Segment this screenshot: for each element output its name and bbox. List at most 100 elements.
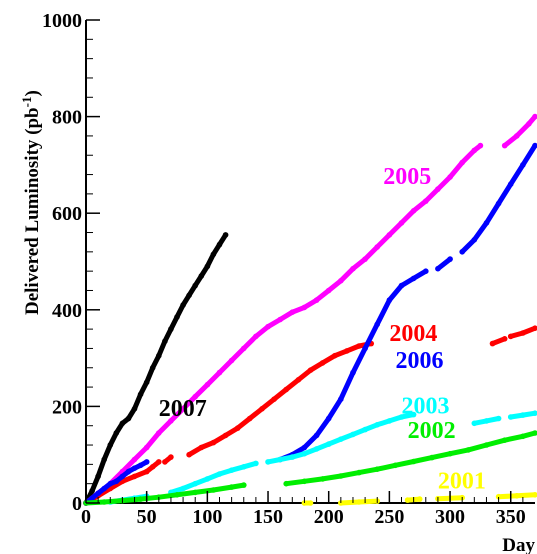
data-point-2007	[216, 241, 223, 248]
data-point-2007	[162, 338, 168, 345]
y-axis-title-close: )	[22, 90, 43, 96]
data-point-2005	[471, 147, 478, 154]
y-axis-title-sup: -1	[19, 97, 34, 108]
data-point-2004	[271, 396, 277, 403]
data-point-2007	[95, 473, 101, 480]
series-2006	[83, 142, 537, 506]
data-point-2005	[423, 198, 429, 204]
series-2002	[83, 430, 537, 506]
data-point-2005	[192, 393, 198, 400]
data-point-2003	[362, 426, 368, 433]
y-tick-label: 0	[72, 493, 82, 515]
series-2005	[83, 113, 537, 506]
data-point-2006	[362, 345, 368, 352]
data-point-2002	[483, 442, 490, 448]
y-tick-label: 800	[52, 107, 82, 129]
y-tick-label: 1000	[42, 10, 82, 32]
data-point-2004	[507, 333, 514, 340]
data-point-2002	[283, 480, 290, 487]
data-point-2007	[131, 406, 138, 412]
data-point-2006	[374, 321, 381, 328]
data-point-2006	[137, 462, 144, 469]
data-point-2003	[483, 418, 490, 424]
data-point-2005	[386, 232, 393, 238]
data-point-2003	[374, 422, 381, 428]
data-point-2006	[483, 220, 490, 226]
data-point-2003	[398, 414, 405, 420]
data-point-2004	[198, 444, 205, 451]
data-point-2003	[289, 454, 296, 460]
data-point-2003	[350, 431, 356, 438]
data-point-2004	[489, 340, 496, 347]
data-point-2007	[143, 379, 150, 386]
data-point-2002	[429, 454, 435, 461]
data-point-2004	[234, 425, 241, 431]
data-point-2004	[283, 386, 290, 393]
data-point-2005	[350, 265, 356, 272]
x-tick-label: 100	[192, 506, 222, 528]
data-point-2002	[465, 447, 472, 453]
data-point-2003	[301, 450, 308, 457]
data-point-2005	[253, 333, 259, 340]
data-point-2005	[532, 113, 537, 120]
data-point-2005	[362, 256, 368, 262]
data-point-2005	[526, 121, 532, 127]
series-segment-2002	[83, 482, 247, 506]
data-point-2006	[386, 297, 393, 303]
series-label-2005: 2005	[383, 164, 431, 190]
data-point-2003	[325, 441, 332, 447]
series-label-2003: 2003	[402, 394, 450, 420]
x-tick-label: 300	[435, 506, 465, 528]
data-point-2001	[307, 500, 314, 506]
data-point-2005	[204, 381, 211, 388]
x-tick-label: 200	[314, 506, 344, 528]
data-point-2002	[532, 430, 537, 436]
data-point-2002	[192, 489, 198, 496]
data-point-2006	[398, 282, 405, 289]
series-label-2002: 2002	[408, 418, 456, 444]
data-point-2003	[313, 446, 320, 452]
data-point-2002	[392, 462, 399, 469]
data-point-2003	[507, 414, 514, 420]
data-point-2004	[143, 468, 150, 475]
data-point-2007	[119, 420, 126, 427]
data-point-2006	[119, 473, 126, 480]
data-point-2007	[89, 488, 95, 494]
data-point-2005	[435, 186, 441, 192]
data-point-2005	[180, 406, 186, 412]
x-tick-label: 250	[374, 506, 404, 528]
data-point-2005	[447, 174, 453, 180]
data-point-2003	[471, 420, 478, 427]
data-point-2005	[277, 316, 284, 323]
data-point-2006	[435, 265, 441, 272]
data-point-2003	[532, 410, 537, 416]
data-point-2006	[301, 444, 308, 451]
data-point-2002	[241, 482, 247, 488]
data-point-2005	[514, 133, 520, 139]
data-point-2001	[532, 492, 537, 498]
data-point-2001	[404, 497, 411, 503]
data-point-2005	[477, 142, 484, 149]
data-point-2001	[416, 496, 423, 502]
data-point-2006	[131, 465, 138, 472]
series-label-2004: 2004	[389, 321, 437, 347]
data-point-2003	[410, 411, 417, 418]
data-point-2004	[168, 454, 174, 460]
data-point-2005	[289, 309, 296, 316]
data-point-2003	[204, 476, 211, 482]
data-point-2007	[107, 442, 114, 448]
data-point-2004	[356, 343, 362, 349]
data-point-2002	[228, 484, 235, 490]
data-point-2006	[423, 268, 429, 275]
data-point-2007	[125, 415, 132, 422]
data-point-2004	[319, 360, 326, 366]
data-point-2004	[210, 439, 217, 446]
data-point-2004	[149, 464, 156, 470]
data-point-2002	[210, 487, 217, 493]
data-point-2005	[131, 456, 138, 463]
data-point-2007	[149, 365, 156, 371]
data-point-2004	[222, 432, 229, 439]
series-2007	[83, 232, 229, 506]
